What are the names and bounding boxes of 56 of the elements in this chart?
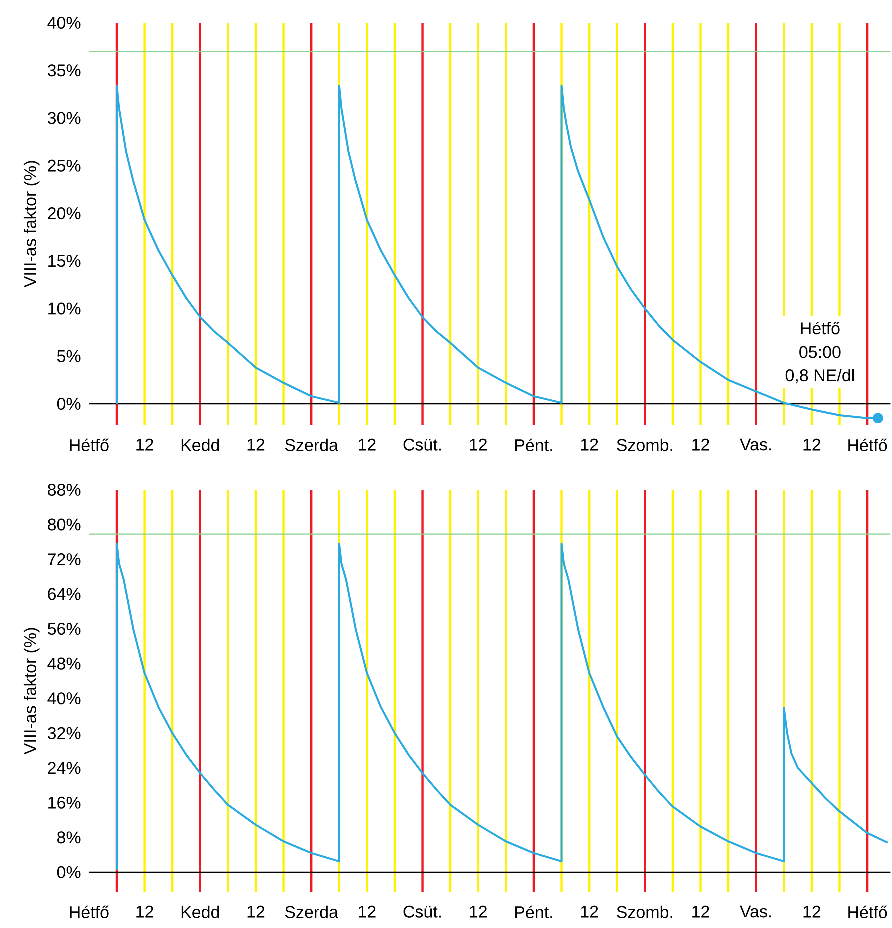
y-axis-title: VIII-as faktor (%) <box>24 628 40 755</box>
x-tick-label: 12 <box>136 906 154 918</box>
x-tick-label: 12 <box>692 906 710 918</box>
annotation: 05:00 <box>800 346 841 358</box>
x-tick-label: Szomb. <box>617 438 672 452</box>
x-tick-label: 12 <box>692 438 710 451</box>
x-tick-label: Pént. <box>516 438 552 452</box>
x-tick-label: Vas. <box>740 906 772 918</box>
x-tick-label: Szerda <box>285 438 339 452</box>
y-tick-label: 40% <box>48 692 81 705</box>
y-tick-label: 16% <box>48 796 81 809</box>
x-tick-label: Kedd <box>182 438 220 452</box>
x-tick-label: Csüt. <box>404 906 442 918</box>
x-tick-label: 12 <box>470 906 487 918</box>
y-tick-label: 30% <box>48 112 81 124</box>
y-tick-label: 10% <box>48 302 81 315</box>
x-tick-label: 12 <box>136 438 154 451</box>
y-tick-label: 56% <box>48 623 81 636</box>
y-tick-label: 24% <box>48 762 81 774</box>
x-tick-label: Hétfő <box>70 438 109 452</box>
x-tick-label: 12 <box>581 906 598 918</box>
x-tick-label: 12 <box>359 906 376 918</box>
y-tick-label: 35% <box>48 64 81 77</box>
y-tick-label: 0% <box>57 398 81 410</box>
x-tick-label: 12 <box>359 438 376 451</box>
x-tick-label: Hétfő <box>70 906 109 919</box>
y-tick-label: 48% <box>48 658 81 670</box>
x-tick-label: Vas. <box>740 438 772 451</box>
x-tick-label: 12 <box>248 906 265 918</box>
x-tick-label: 12 <box>804 906 821 918</box>
y-tick-label: 72% <box>48 554 81 566</box>
y-tick-label: 25% <box>48 160 81 172</box>
annotation: Hétfő <box>801 322 840 335</box>
x-tick-label: Hétfő <box>848 438 888 452</box>
y-tick-label: 32% <box>48 727 81 740</box>
x-tick-label: Hétfő <box>848 906 888 919</box>
y-axis-title: VIII-as faktor (%) <box>24 161 40 288</box>
x-tick-label: 12 <box>248 438 265 451</box>
x-tick-label: 12 <box>581 438 598 451</box>
x-tick-label: Szerda <box>285 906 339 918</box>
x-tick-label: 12 <box>470 438 487 451</box>
annotation: 0,8 NE/dl <box>786 369 854 384</box>
y-tick-label: 40% <box>48 16 81 30</box>
y-tick-label: 5% <box>57 350 81 362</box>
x-tick-label: Kedd <box>182 906 220 918</box>
y-tick-label: 64% <box>48 588 81 600</box>
y-tick-label: 88% <box>48 484 81 496</box>
y-tick-label: 20% <box>48 207 81 220</box>
x-tick-label: Csüt. <box>404 438 442 451</box>
y-tick-label: 80% <box>48 518 81 531</box>
y-tick-label: 8% <box>58 832 81 844</box>
x-tick-label: Pént. <box>516 906 552 919</box>
x-tick-label: 12 <box>804 438 821 451</box>
y-tick-label: 15% <box>48 255 81 268</box>
y-tick-label: 0% <box>57 866 81 878</box>
x-tick-label: Szomb. <box>617 906 672 918</box>
